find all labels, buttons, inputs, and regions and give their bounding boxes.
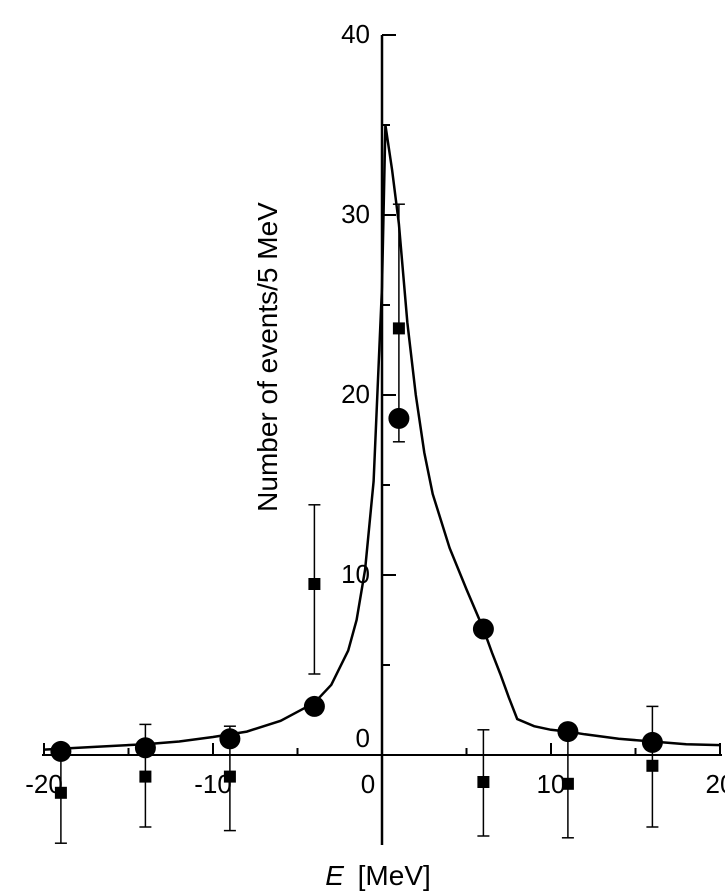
x-axis-label-symbol: E: [325, 860, 344, 891]
square-marker: [646, 759, 659, 772]
x-tick-label: 10: [537, 769, 566, 799]
circle-marker: [557, 721, 579, 743]
y-axis-label: Number of events/5 MeV: [252, 202, 283, 512]
x-axis-label: E [MeV]: [325, 860, 431, 891]
fit-curve: [43, 124, 721, 751]
circle-marker: [641, 731, 663, 753]
circle-marker: [303, 695, 325, 717]
y-tick-label: 30: [341, 199, 370, 229]
circle-marker: [50, 740, 72, 762]
y-tick-label: 0: [356, 723, 370, 753]
tick-labels: -20-1001020010203040: [25, 19, 725, 799]
axes: [42, 35, 722, 845]
square-marker: [561, 777, 574, 790]
square-markers: [54, 322, 659, 799]
square-marker: [139, 770, 152, 783]
square-marker: [477, 776, 490, 788]
square-marker: [54, 786, 67, 799]
square-marker: [308, 578, 321, 590]
circle-marker: [388, 407, 410, 429]
y-tick-label: 40: [341, 19, 370, 49]
y-tick-label: 20: [341, 379, 370, 409]
square-marker: [392, 322, 405, 335]
circle-markers: [50, 407, 663, 762]
square-marker: [223, 770, 236, 783]
x-axis-label-unit: [MeV]: [358, 860, 431, 891]
circle-marker: [134, 737, 156, 759]
x-tick-label: 0: [361, 769, 375, 799]
circle-marker: [472, 618, 494, 640]
circle-marker: [219, 728, 241, 750]
tick-marks: [43, 34, 721, 756]
x-tick-label: 20: [706, 769, 725, 799]
